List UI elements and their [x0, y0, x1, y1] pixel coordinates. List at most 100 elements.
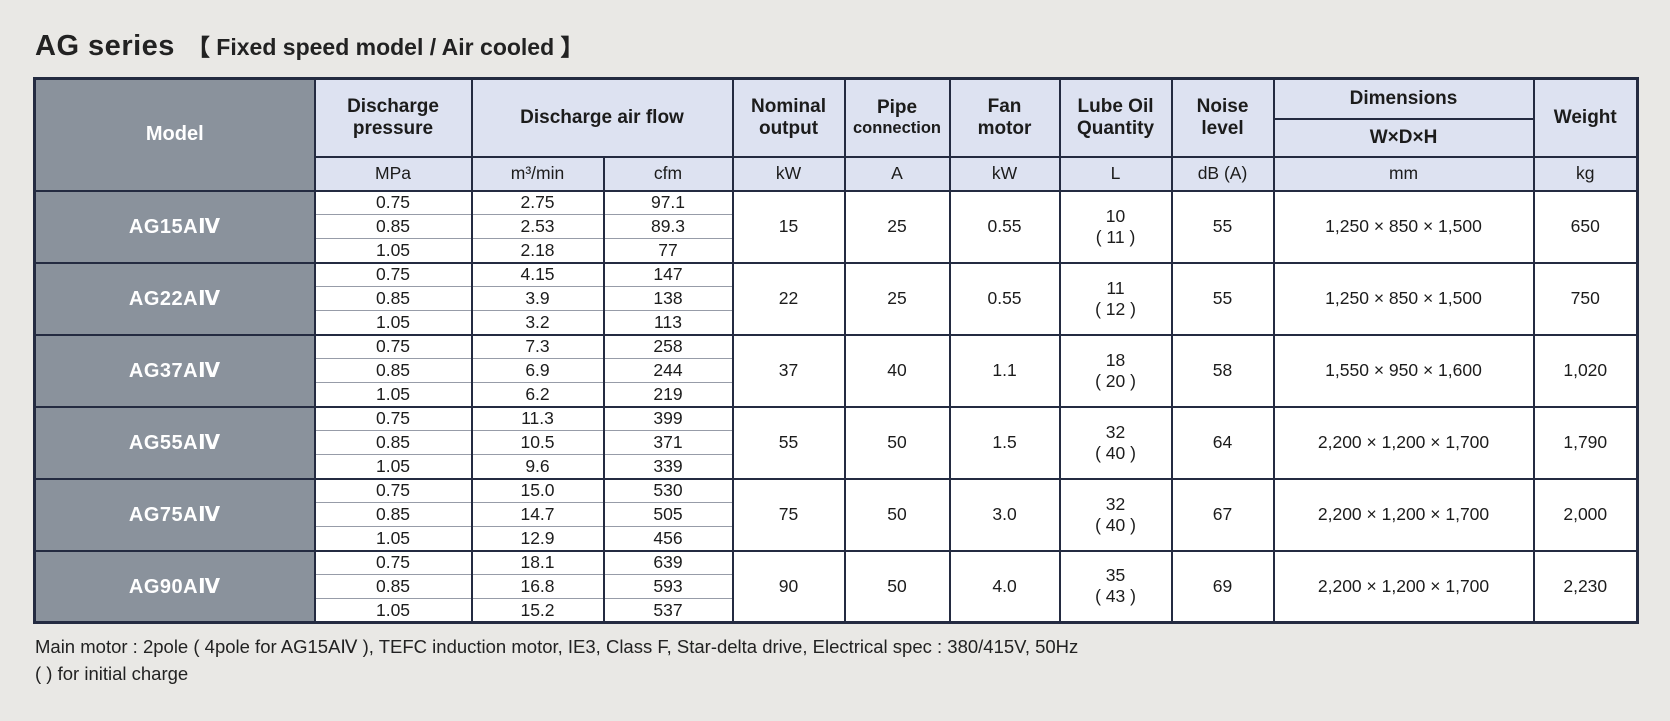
fan-motor-value: 1.1 [948, 333, 1061, 407]
spec-row: AG75AⅣ 0.75 15.0 530 75 50 3.0 32( 40 ) 67 2,200 … [33, 477, 1639, 552]
fan-motor-value: 0.55 [948, 261, 1061, 335]
airflow-cfm-value: 639 [602, 549, 734, 575]
weight-value: 750 [1532, 261, 1639, 335]
pipe-connection-value: 50 [843, 477, 951, 551]
airflow-m3min-value: 11.3 [470, 405, 605, 431]
pressure-value: 1.05 [313, 382, 473, 407]
lube-oil-run-quantity: 18 [1105, 349, 1126, 370]
airflow-m3min-value: 9.6 [470, 454, 605, 479]
page-title: AG series [35, 30, 175, 62]
unit-kw-fan: kW [948, 155, 1061, 192]
spec-row: 1.05 15.2 537 [35, 598, 1638, 623]
pressure-value: 0.75 [313, 549, 473, 575]
spec-row: AG22AⅣ 0.75 4.15 147 22 25 0.55 11( 12 ) 55 1,250… [33, 261, 1639, 336]
pressure-value: 0.75 [313, 405, 473, 431]
model-name: AG90AⅣ [33, 549, 316, 624]
nominal-output-value: 15 [731, 189, 846, 263]
dimensions-value: 1,550 × 950 × 1,600 [1272, 333, 1535, 407]
airflow-cfm-value: 258 [602, 333, 734, 359]
unit-cfm: cfm [602, 155, 734, 192]
pressure-value: 1.05 [313, 598, 473, 623]
spec-table: Model Discharge pressure Discharge air f… [33, 77, 1640, 624]
airflow-cfm-value: 97.1 [602, 189, 734, 215]
pipe-label-line2: connection [853, 119, 942, 138]
fan-motor-value: 0.55 [948, 189, 1061, 263]
airflow-m3min-value: 7.3 [470, 333, 605, 359]
lube-oil-initial-quantity: ( 20 ) [1095, 370, 1136, 391]
pipe-label-line1: Pipe [876, 97, 918, 119]
spec-row: 0.85 3.9 138 [35, 286, 1638, 311]
pressure-value: 1.05 [313, 526, 473, 551]
note-main-motor: Main motor : 2pole ( 4pole for AG15AⅣ ),… [35, 636, 1079, 657]
nominal-output-value: 90 [731, 549, 846, 623]
footnotes: Main motor : 2pole ( 4pole for AG15AⅣ ),… [35, 634, 1637, 688]
spec-table-header: Model Discharge pressure Discharge air f… [33, 77, 1639, 192]
fan-motor-value: 3.0 [948, 477, 1061, 551]
fan-motor-value: 4.0 [948, 549, 1061, 623]
airflow-m3min-value: 3.9 [470, 286, 605, 311]
col-header-lube-oil: Lube Oil Quantity [1058, 77, 1173, 158]
pressure-value: 0.85 [313, 430, 473, 455]
lube-oil-initial-quantity: ( 12 ) [1095, 298, 1136, 319]
airflow-cfm-value: 113 [602, 310, 734, 335]
weight-value: 1,790 [1532, 405, 1639, 479]
page-subtitle: 【 Fixed speed model / Air cooled 】 [186, 34, 584, 60]
pipe-connection-value: 40 [843, 333, 951, 407]
airflow-m3min-value: 12.9 [470, 526, 605, 551]
unit-kg: kg [1532, 155, 1639, 192]
model-name: AG15AⅣ [33, 189, 316, 264]
unit-a: A [843, 155, 951, 192]
lube-oil-run-quantity: 35 [1105, 565, 1126, 586]
spec-row: 1.05 3.2 113 [35, 310, 1638, 335]
pressure-value: 1.05 [313, 310, 473, 335]
spec-row: 0.85 16.8 593 [35, 574, 1638, 599]
col-header-model: Model [33, 77, 316, 192]
pressure-value: 0.75 [313, 189, 473, 215]
dimensions-value: 1,250 × 850 × 1,500 [1272, 261, 1535, 335]
nominal-output-value: 75 [731, 477, 846, 551]
unit-l: L [1058, 155, 1173, 192]
model-name: AG75AⅣ [33, 477, 316, 552]
spec-row: AG55AⅣ 0.75 11.3 399 55 50 1.5 32( 40 ) 64 2,200 … [33, 405, 1639, 480]
col-header-discharge-air-flow: Discharge air flow [470, 77, 734, 158]
airflow-m3min-value: 6.9 [470, 358, 605, 383]
dimensions-value: 2,200 × 1,200 × 1,700 [1272, 549, 1535, 623]
pressure-value: 0.85 [313, 286, 473, 311]
lube-oil-value: 10( 11 ) [1058, 189, 1173, 263]
unit-mpa: MPa [313, 155, 473, 192]
spec-row: 1.05 12.9 456 [35, 526, 1638, 551]
lube-oil-run-quantity: 10 [1105, 205, 1126, 226]
note-initial-charge: ( ) for initial charge [35, 662, 189, 684]
spec-row: 0.85 6.9 244 [35, 358, 1638, 383]
airflow-cfm-value: 399 [602, 405, 734, 431]
col-header-weight: Weight [1532, 77, 1639, 158]
lube-oil-value: 32( 40 ) [1058, 405, 1173, 479]
airflow-m3min-value: 10.5 [470, 430, 605, 455]
dimensions-value: 1,250 × 850 × 1,500 [1272, 189, 1535, 263]
lube-oil-value: 11( 12 ) [1058, 261, 1173, 335]
pipe-connection-value: 25 [843, 189, 951, 263]
pressure-value: 1.05 [313, 454, 473, 479]
spec-row: 0.85 2.53 89.3 [35, 214, 1638, 239]
noise-level-value: 69 [1170, 549, 1275, 623]
unit-dba: dB (A) [1170, 155, 1275, 192]
lube-oil-run-quantity: 32 [1105, 421, 1126, 442]
noise-level-value: 64 [1170, 405, 1275, 479]
lube-oil-value: 32( 40 ) [1058, 477, 1173, 551]
lube-oil-run-quantity: 32 [1105, 493, 1126, 514]
airflow-cfm-value: 244 [602, 358, 734, 383]
lube-oil-value: 18( 20 ) [1058, 333, 1173, 407]
spec-sheet-page: AG series 【 Fixed speed model / Air coole… [33, 30, 1640, 688]
airflow-m3min-value: 15.2 [470, 598, 605, 623]
noise-level-value: 58 [1170, 333, 1275, 407]
lube-oil-initial-quantity: ( 43 ) [1095, 586, 1136, 607]
weight-value: 650 [1532, 189, 1639, 263]
model-name: AG22AⅣ [33, 261, 316, 336]
weight-value: 2,230 [1532, 549, 1639, 623]
col-header-discharge-pressure: Discharge pressure [313, 77, 473, 158]
airflow-m3min-value: 4.15 [470, 261, 605, 287]
airflow-m3min-value: 14.7 [470, 502, 605, 527]
airflow-cfm-value: 138 [602, 286, 734, 311]
airflow-cfm-value: 219 [602, 382, 734, 407]
noise-level-value: 55 [1170, 261, 1275, 335]
